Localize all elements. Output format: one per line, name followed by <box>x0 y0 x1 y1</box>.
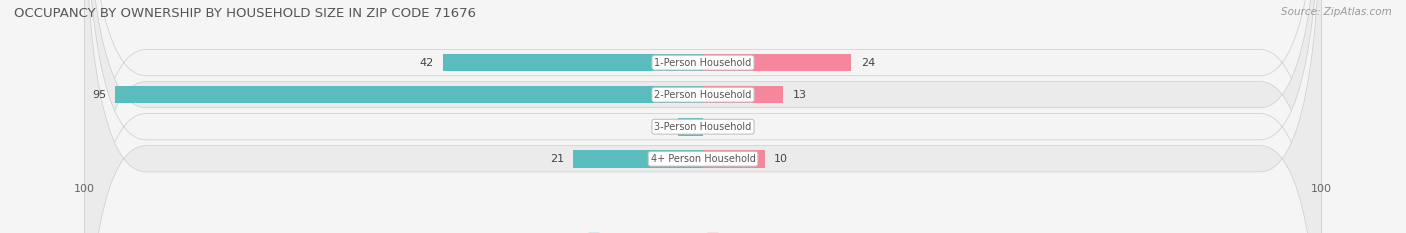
Text: 3-Person Household: 3-Person Household <box>654 122 752 132</box>
Text: 10: 10 <box>775 154 789 164</box>
Text: 2-Person Household: 2-Person Household <box>654 90 752 100</box>
Text: 4+ Person Household: 4+ Person Household <box>651 154 755 164</box>
FancyBboxPatch shape <box>84 0 1322 233</box>
Text: Source: ZipAtlas.com: Source: ZipAtlas.com <box>1281 7 1392 17</box>
Bar <box>574 150 703 168</box>
Text: 21: 21 <box>550 154 564 164</box>
Text: 42: 42 <box>419 58 434 68</box>
Text: 95: 95 <box>91 90 105 100</box>
Text: 13: 13 <box>793 90 807 100</box>
FancyBboxPatch shape <box>84 0 1322 233</box>
Text: 1-Person Household: 1-Person Household <box>654 58 752 68</box>
FancyBboxPatch shape <box>84 0 1322 233</box>
Text: OCCUPANCY BY OWNERSHIP BY HOUSEHOLD SIZE IN ZIP CODE 71676: OCCUPANCY BY OWNERSHIP BY HOUSEHOLD SIZE… <box>14 7 477 20</box>
Bar <box>703 150 765 168</box>
Bar <box>703 54 852 72</box>
FancyBboxPatch shape <box>84 0 1322 233</box>
Bar <box>443 54 703 72</box>
Bar <box>115 86 703 103</box>
Bar <box>703 86 783 103</box>
Text: 24: 24 <box>860 58 875 68</box>
Text: 0: 0 <box>713 122 720 132</box>
Bar <box>678 118 703 136</box>
Text: 4: 4 <box>662 122 669 132</box>
